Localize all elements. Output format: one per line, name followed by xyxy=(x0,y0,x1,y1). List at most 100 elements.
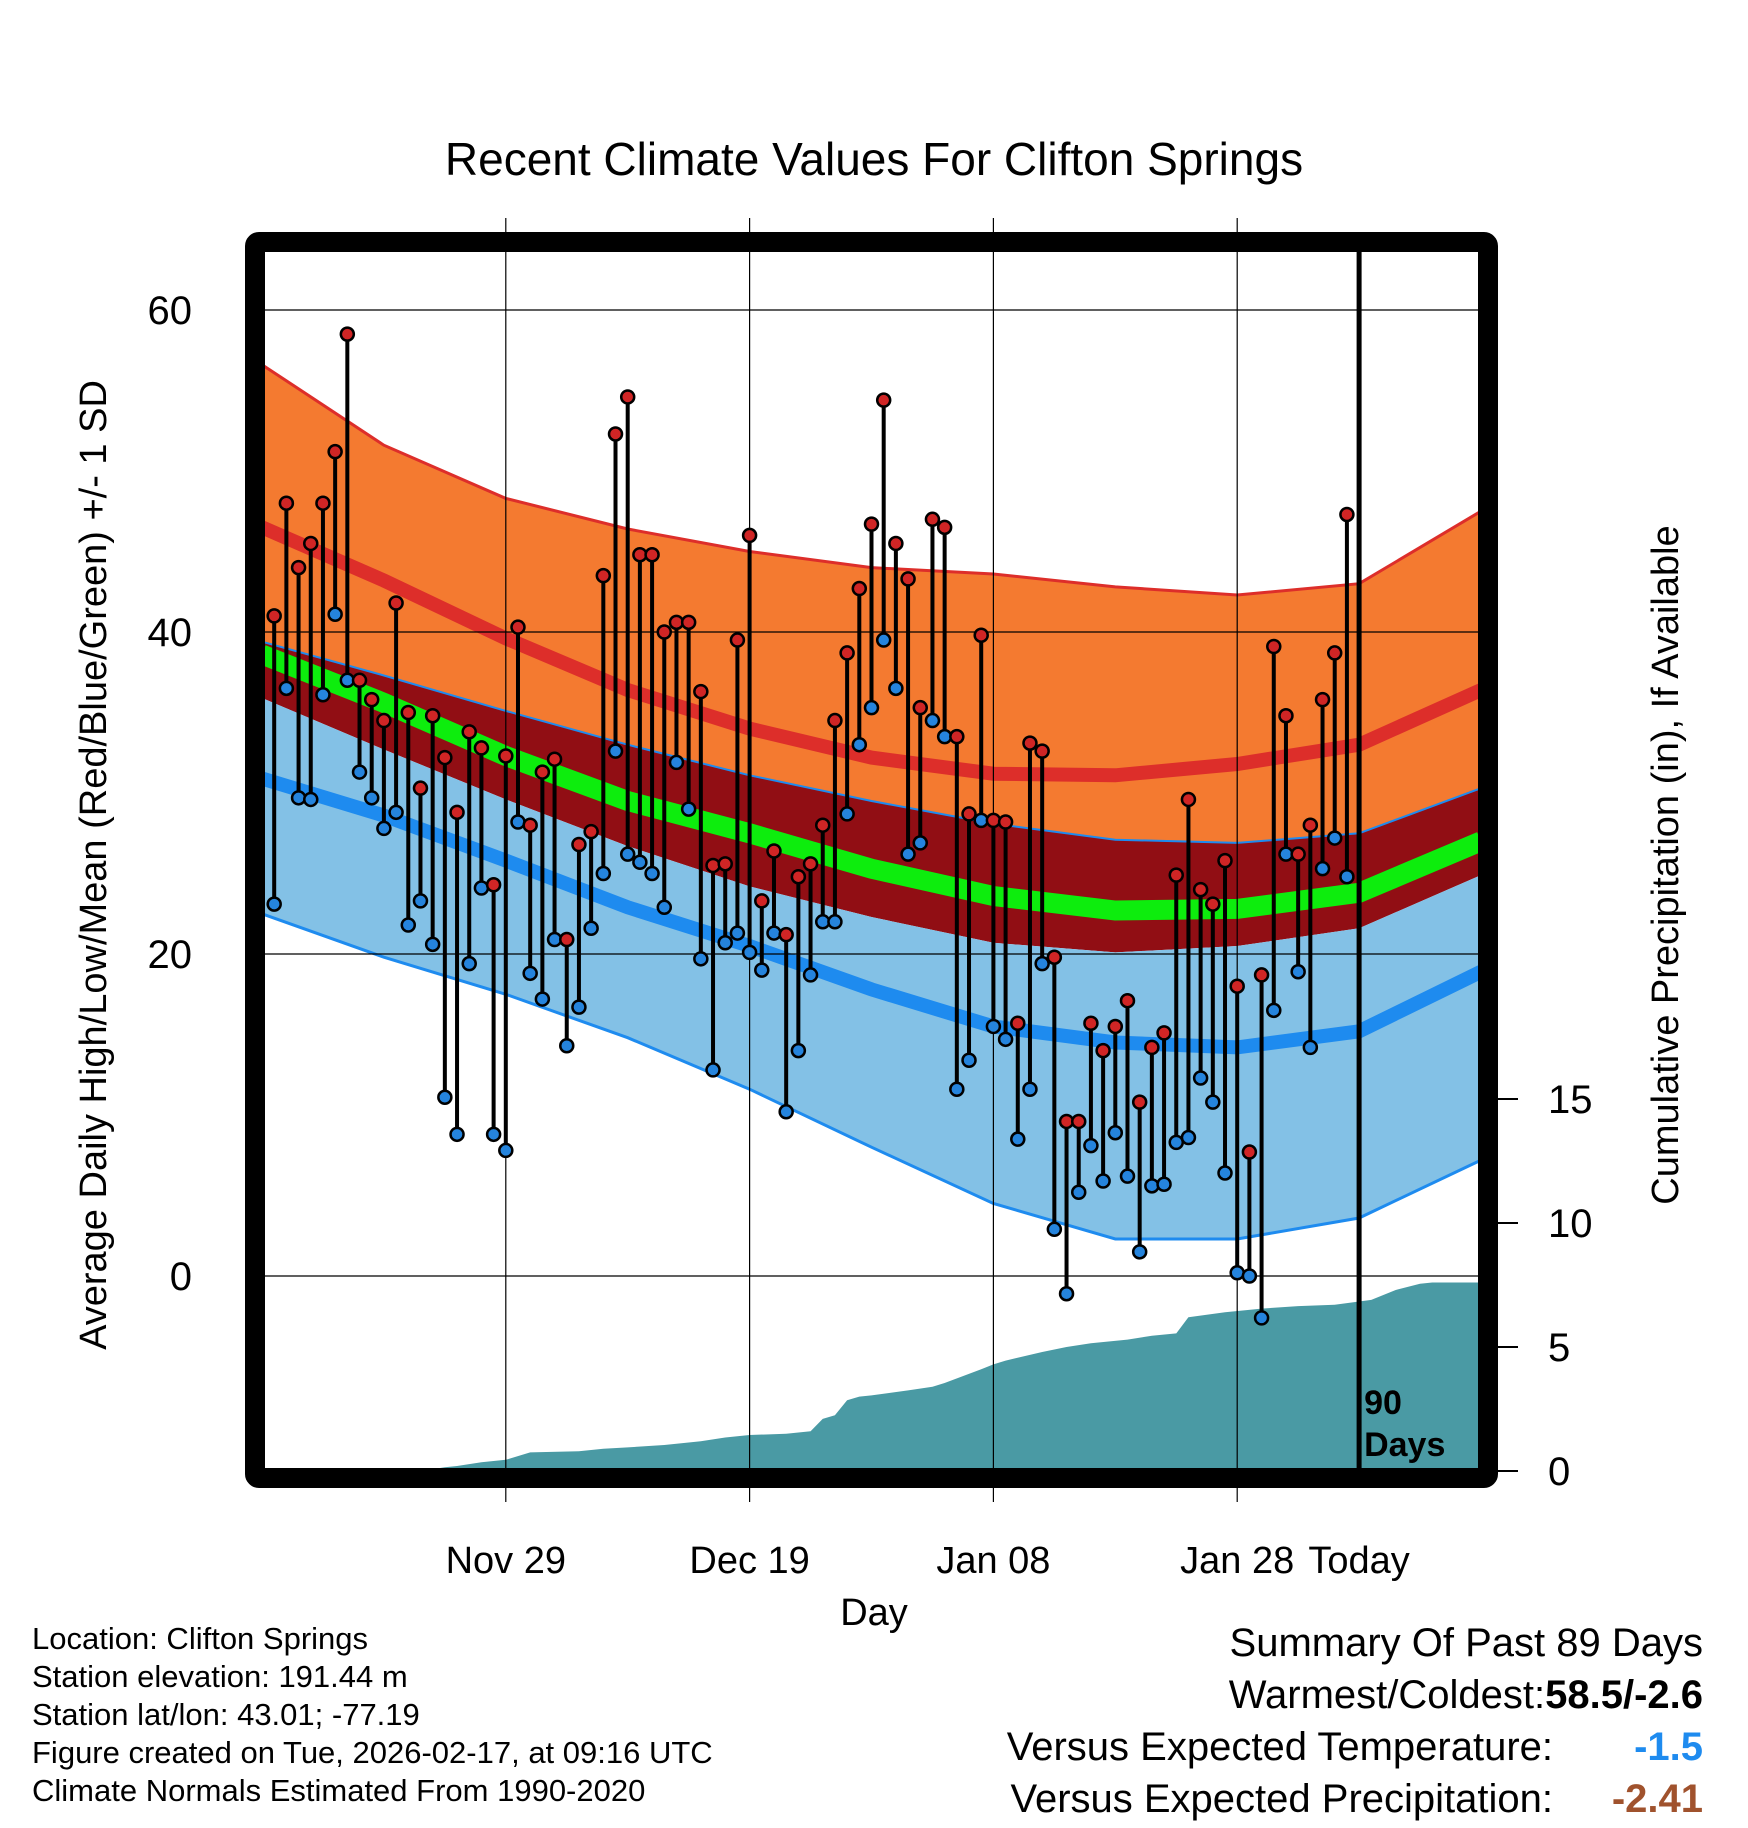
daily-low-point xyxy=(619,846,636,862)
daily-high-point xyxy=(1266,638,1282,655)
y-tick-label: 0 xyxy=(170,1255,192,1299)
normal-high-line xyxy=(259,520,1484,783)
daily-low-point xyxy=(1180,1129,1197,1146)
daily-high-point xyxy=(985,812,1002,829)
daily-high-point xyxy=(1180,791,1197,808)
daily-high-point xyxy=(997,814,1014,830)
daily-low-point xyxy=(961,1052,977,1069)
daily-high-point xyxy=(754,893,770,909)
daily-high-point xyxy=(936,519,953,536)
footer-created: Figure created on Tue, 2026-02-17, at 09… xyxy=(32,1735,713,1770)
x-tick-label: Jan 08 xyxy=(936,1540,1050,1582)
daily-high-point xyxy=(790,868,807,885)
footer-latlon: Station lat/lon: 43.01; -77.19 xyxy=(32,1697,420,1732)
daily-low-point xyxy=(571,999,587,1015)
daily-high-point xyxy=(814,817,831,833)
summary-warmest-row: Warmest/Coldest: 58.5/-2.6 xyxy=(1007,1669,1703,1721)
today-days-number: 90 xyxy=(1364,1384,1402,1422)
daily-low-point xyxy=(1144,1178,1160,1194)
daily-low-point xyxy=(851,736,868,753)
daily-low-point xyxy=(924,712,941,729)
daily-low-point xyxy=(449,1126,465,1143)
daily-low-point xyxy=(754,962,770,978)
y2-tick-label: 10 xyxy=(1548,1202,1593,1246)
daily-high-point xyxy=(619,389,636,405)
daily-low-point xyxy=(680,801,697,817)
daily-low-point xyxy=(839,806,855,822)
y2-tick-label: 0 xyxy=(1548,1450,1570,1494)
daily-high-point xyxy=(327,443,343,460)
daily-high-point xyxy=(1168,867,1184,883)
y-tick-label: 60 xyxy=(148,289,193,333)
daily-low-point xyxy=(985,1018,1002,1035)
daily-low-point xyxy=(900,846,916,862)
daily-low-point xyxy=(1266,1002,1282,1019)
daily-low-point xyxy=(1010,1131,1026,1147)
y2-axis-label: Cumulative Precipitation (in), If Availa… xyxy=(1645,525,1687,1204)
daily-low-point xyxy=(1095,1173,1111,1189)
daily-high-point xyxy=(1290,846,1306,862)
summary-title: Summary Of Past 89 Days xyxy=(1229,1621,1703,1665)
daily-high-point xyxy=(644,546,660,563)
warmest-label: Warmest/Coldest: xyxy=(1228,1673,1546,1717)
daily-high-point xyxy=(778,926,794,943)
daily-high-point xyxy=(424,707,441,724)
daily-low-point xyxy=(875,632,892,648)
daily-high-point xyxy=(1107,1018,1124,1035)
daily-low-point xyxy=(1290,963,1306,980)
daily-high-point xyxy=(1326,645,1343,661)
daily-low-point xyxy=(473,880,490,896)
daily-high-point xyxy=(1046,949,1063,965)
daily-low-point xyxy=(1217,1165,1233,1181)
daily-low-point xyxy=(802,967,819,983)
daily-high-point xyxy=(546,751,563,767)
x-axis-label: Day xyxy=(840,1592,908,1634)
daily-high-point xyxy=(693,683,709,700)
precip-vs-expected-value: -2.41 xyxy=(1611,1777,1703,1821)
daily-high-point xyxy=(900,571,916,587)
temp-vs-expected-label: Versus Expected Temperature: xyxy=(1006,1725,1553,1769)
daily-high-point xyxy=(766,843,782,859)
daily-low-point xyxy=(778,1104,794,1120)
daily-high-point xyxy=(851,580,868,597)
x-tick-label: Jan 28 xyxy=(1180,1540,1294,1582)
daily-low-point xyxy=(1083,1137,1099,1154)
daily-low-point xyxy=(315,687,331,703)
daily-low-point xyxy=(1131,1244,1148,1260)
x-tick-label: Nov 29 xyxy=(446,1540,566,1582)
daily-high-point xyxy=(1156,1025,1172,1041)
daily-low-point xyxy=(1119,1168,1136,1184)
daily-low-point xyxy=(863,699,880,716)
daily-high-point xyxy=(961,806,977,822)
daily-high-point xyxy=(388,595,404,611)
daily-low-point xyxy=(303,791,319,808)
daily-low-point xyxy=(376,820,392,837)
low-upper-line xyxy=(261,640,1482,844)
daily-high-point xyxy=(1095,1042,1111,1059)
summary-panel: Summary Of Past 89 Days Warmest/Coldest:… xyxy=(1007,1617,1703,1825)
daily-low-point xyxy=(266,896,282,912)
daily-high-point xyxy=(1229,978,1245,994)
daily-low-point xyxy=(534,991,551,1007)
daily-high-point xyxy=(656,624,673,640)
daily-low-point xyxy=(949,1081,965,1097)
daily-high-point xyxy=(1217,852,1233,869)
daily-low-point xyxy=(997,1031,1014,1048)
daily-high-point xyxy=(1083,1015,1099,1031)
y2-tick-label: 5 xyxy=(1548,1326,1570,1370)
daily-low-point xyxy=(607,743,624,759)
footer-elevation: Station elevation: 191.44 m xyxy=(32,1659,408,1694)
daily-high-point xyxy=(1192,881,1209,898)
daily-high-point xyxy=(522,817,538,833)
daily-low-point xyxy=(1192,1070,1209,1086)
daily-low-point xyxy=(766,925,782,941)
daily-high-point xyxy=(1339,506,1355,523)
daily-low-point xyxy=(1046,1221,1063,1238)
daily-high-point xyxy=(303,535,319,552)
daily-high-point xyxy=(1241,1144,1258,1160)
y-tick-label: 20 xyxy=(148,933,193,977)
daily-high-point xyxy=(266,608,282,624)
daily-high-point xyxy=(1302,817,1319,833)
daily-low-point xyxy=(717,934,733,951)
